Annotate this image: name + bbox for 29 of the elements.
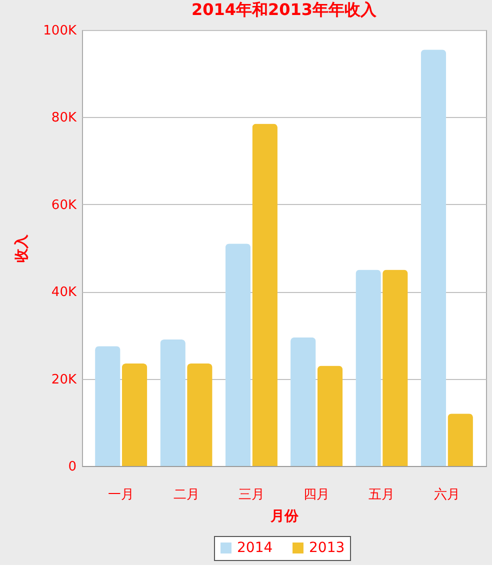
bar	[122, 364, 148, 466]
bar	[356, 270, 381, 466]
bar	[448, 414, 473, 466]
y-axis-title: 收入	[14, 234, 30, 262]
legend-label: 2014	[237, 540, 273, 556]
bar	[187, 364, 212, 466]
bar	[95, 346, 120, 466]
x-tick-label: 六月	[434, 488, 460, 502]
x-tick-label: 一月	[108, 488, 134, 502]
bar	[382, 270, 408, 466]
y-tick-label: 20K	[51, 372, 77, 388]
x-tick-label: 四月	[304, 488, 330, 502]
bar	[317, 366, 343, 466]
x-axis-title: 月份	[270, 508, 300, 524]
y-tick-label: 100K	[43, 24, 77, 38]
y-tick-label: 40K	[51, 285, 77, 300]
bar	[290, 337, 316, 466]
x-tick-label: 五月	[368, 488, 395, 502]
x-tick-label: 二月	[173, 488, 200, 502]
y-tick-label: 80K	[51, 110, 77, 126]
y-tick-label: 0	[68, 460, 76, 474]
bar	[252, 124, 278, 466]
bar	[420, 50, 446, 466]
bar	[225, 244, 251, 466]
legend-label: 2013	[309, 540, 345, 556]
x-tick-label: 三月	[238, 488, 264, 502]
chart-title: 2014年和2013年年收入	[191, 0, 378, 19]
bar	[160, 340, 186, 466]
y-tick-label: 60K	[51, 198, 77, 213]
